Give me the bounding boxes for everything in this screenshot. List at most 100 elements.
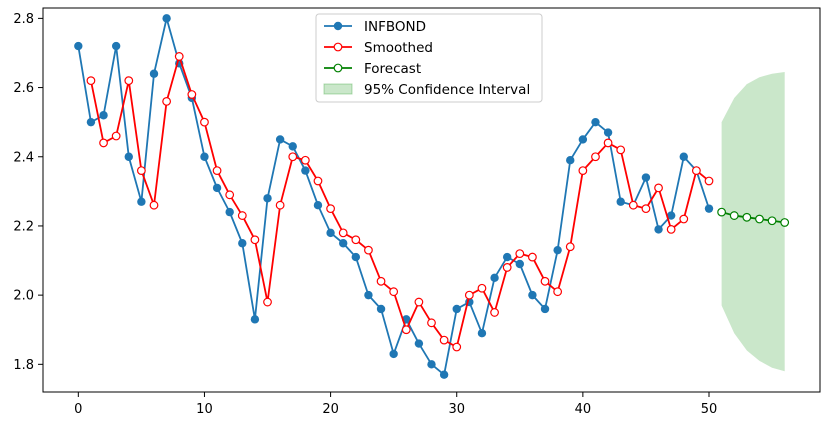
- data-point-smoothed: [300, 155, 310, 165]
- data-point-infbond: [149, 69, 159, 78]
- legend-swatch-95-confidence-interval: [323, 83, 353, 95]
- data-point-infbond: [566, 156, 575, 165]
- data-point-infbond: [351, 252, 361, 262]
- data-point-infbond: [490, 273, 499, 283]
- data-point-infbond: [364, 290, 373, 300]
- data-point-infbond: [515, 259, 524, 269]
- data-point-smoothed: [187, 90, 197, 99]
- data-point-smoothed: [288, 152, 298, 162]
- data-point-infbond: [616, 197, 625, 206]
- legend-marker-infbond: [333, 21, 343, 31]
- data-point-infbond: [439, 370, 449, 379]
- data-point-infbond: [654, 225, 663, 234]
- data-point-infbond: [553, 245, 562, 255]
- data-point-smoothed: [477, 283, 487, 293]
- data-point-infbond: [679, 152, 688, 161]
- data-point-smoothed: [591, 152, 600, 162]
- data-point-infbond: [389, 349, 398, 359]
- data-point-smoothed: [691, 166, 701, 175]
- data-point-smoothed: [540, 276, 550, 286]
- data-point-smoothed: [376, 276, 386, 286]
- data-point-infbond: [137, 197, 146, 206]
- data-point-smoothed: [427, 318, 436, 328]
- data-point-smoothed: [578, 166, 588, 175]
- data-point-smoothed: [275, 200, 285, 210]
- data-point-smoothed: [464, 290, 474, 300]
- data-point-infbond: [275, 135, 285, 144]
- data-point-infbond: [578, 135, 588, 144]
- data-point-forecast: [755, 214, 764, 224]
- data-point-infbond: [666, 211, 676, 220]
- y-tick-label: 2.2: [13, 219, 34, 234]
- data-point-infbond: [99, 111, 108, 120]
- data-point-smoothed: [338, 228, 348, 238]
- data-point-smoothed: [86, 76, 96, 86]
- data-point-smoothed: [528, 252, 537, 262]
- data-point-infbond: [74, 41, 83, 51]
- legend-marker-smoothed: [333, 42, 343, 52]
- data-point-infbond: [528, 290, 537, 300]
- y-tick-label: 2.0: [13, 289, 34, 304]
- data-point-smoothed: [212, 166, 222, 175]
- data-point-infbond: [212, 183, 222, 193]
- data-point-smoothed: [553, 287, 563, 297]
- data-point-infbond: [540, 304, 550, 314]
- legend-label-infbond: INFBOND: [364, 19, 426, 35]
- data-point-smoothed: [111, 131, 121, 141]
- data-point-infbond: [502, 252, 512, 262]
- x-tick-label: 0: [74, 402, 82, 417]
- data-point-smoothed: [136, 166, 146, 175]
- data-point-smoothed: [263, 297, 272, 307]
- data-point-smoothed: [313, 176, 323, 186]
- data-point-smoothed: [237, 211, 247, 220]
- y-tick-label: 1.8: [13, 358, 34, 373]
- data-point-smoothed: [515, 249, 525, 259]
- data-point-infbond: [704, 204, 714, 213]
- data-point-infbond: [603, 128, 613, 137]
- y-tick-label: 2.8: [13, 12, 34, 27]
- data-point-smoothed: [326, 204, 335, 214]
- data-point-smoothed: [389, 287, 399, 297]
- legend: INFBOND Smoothed Forecast 95% Confidence In…: [315, 13, 543, 103]
- axes-frame: [42, 7, 821, 393]
- data-point-smoothed: [162, 97, 172, 106]
- data-point-smoothed: [174, 52, 184, 61]
- data-point-smoothed: [603, 138, 613, 148]
- data-point-infbond: [263, 194, 272, 203]
- data-point-infbond: [641, 173, 651, 182]
- x-tick-label: 40: [575, 402, 592, 417]
- data-point-infbond: [124, 152, 133, 161]
- data-point-infbond: [313, 200, 323, 210]
- data-point-infbond: [288, 142, 297, 151]
- data-point-infbond: [111, 41, 121, 51]
- x-tick-label: 50: [701, 402, 718, 417]
- data-point-forecast: [742, 212, 752, 222]
- x-tick-label: 30: [448, 402, 465, 417]
- data-point-infbond: [250, 315, 260, 324]
- data-point-forecast: [767, 216, 777, 226]
- y-tick-label: 2.4: [13, 150, 34, 165]
- data-point-forecast: [729, 211, 739, 220]
- data-point-smoothed: [616, 145, 626, 155]
- legend-box: [315, 13, 543, 103]
- data-point-infbond: [376, 304, 386, 314]
- x-tick-label: 10: [196, 402, 213, 417]
- data-point-infbond: [326, 228, 335, 238]
- data-point-smoothed: [364, 245, 373, 255]
- data-point-smoothed: [200, 117, 209, 127]
- data-point-smoothed: [250, 235, 260, 245]
- data-point-infbond: [339, 239, 348, 248]
- data-point-smoothed: [124, 76, 134, 86]
- data-point-smoothed: [351, 235, 361, 245]
- legend-marker-forecast: [333, 63, 343, 73]
- data-point-smoothed: [502, 263, 512, 272]
- plot-area: [74, 14, 790, 379]
- data-point-smoothed: [490, 308, 499, 317]
- x-tick-label: 20: [322, 402, 339, 417]
- data-point-forecast: [780, 218, 790, 227]
- data-point-smoothed: [679, 214, 689, 224]
- data-point-smoothed: [149, 200, 159, 210]
- data-point-infbond: [591, 117, 600, 127]
- data-point-smoothed: [565, 242, 575, 252]
